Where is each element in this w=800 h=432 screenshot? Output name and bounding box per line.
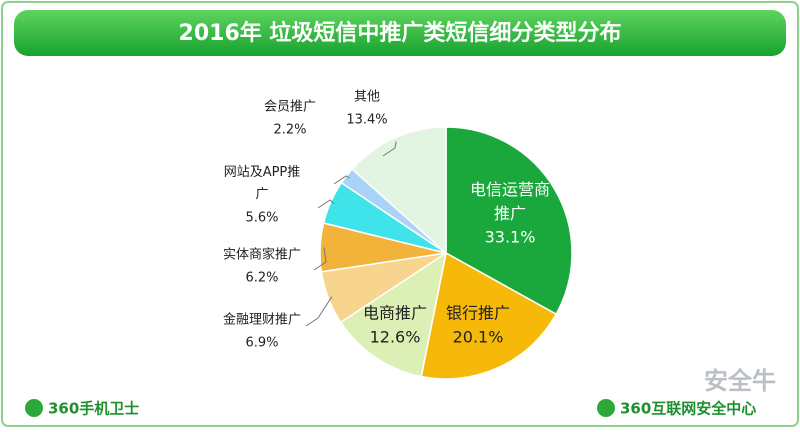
footer-logo: 360手机卫士 bbox=[48, 400, 139, 418]
chart-title: 2016年 垃圾短信中推广类短信细分类型分布 bbox=[179, 20, 622, 46]
slice-label: 金融理财推广 bbox=[223, 312, 301, 328]
slice-label: 其他 bbox=[354, 90, 380, 105]
value-label: 33.1% bbox=[485, 228, 536, 247]
leader-line bbox=[313, 247, 327, 271]
value-label: 13.4% bbox=[346, 113, 387, 128]
leader-line bbox=[317, 199, 335, 209]
leader-line bbox=[333, 175, 350, 185]
pie-slice bbox=[445, 126, 573, 316]
logo-icon bbox=[25, 399, 43, 417]
footer-logo: 360互联网安全中心 bbox=[620, 400, 756, 418]
slice-label: 会员推广 bbox=[264, 100, 316, 115]
watermark: 安全牛 bbox=[704, 367, 776, 395]
slice-label: 网站及APP推广 bbox=[224, 165, 301, 202]
pie-slice bbox=[420, 251, 558, 380]
pie-slice bbox=[339, 251, 448, 378]
value-label: 5.6% bbox=[245, 211, 278, 226]
value-label: 2.2% bbox=[273, 123, 306, 138]
slice-label: 实体商家推广 bbox=[223, 247, 301, 263]
value-label: 6.9% bbox=[245, 336, 278, 351]
pie-slice bbox=[351, 126, 447, 255]
value-label: 12.6% bbox=[370, 328, 421, 347]
slice-label: 电信运营商推广 bbox=[470, 180, 550, 223]
slice-label: 电商推广 bbox=[363, 304, 427, 323]
leader-line bbox=[305, 296, 333, 327]
leader-line bbox=[382, 141, 397, 157]
slice-label: 银行推广 bbox=[446, 304, 510, 323]
value-label: 20.1% bbox=[453, 328, 504, 347]
logo-icon bbox=[597, 399, 615, 417]
value-label: 6.2% bbox=[245, 271, 278, 286]
title-banner bbox=[14, 10, 786, 56]
